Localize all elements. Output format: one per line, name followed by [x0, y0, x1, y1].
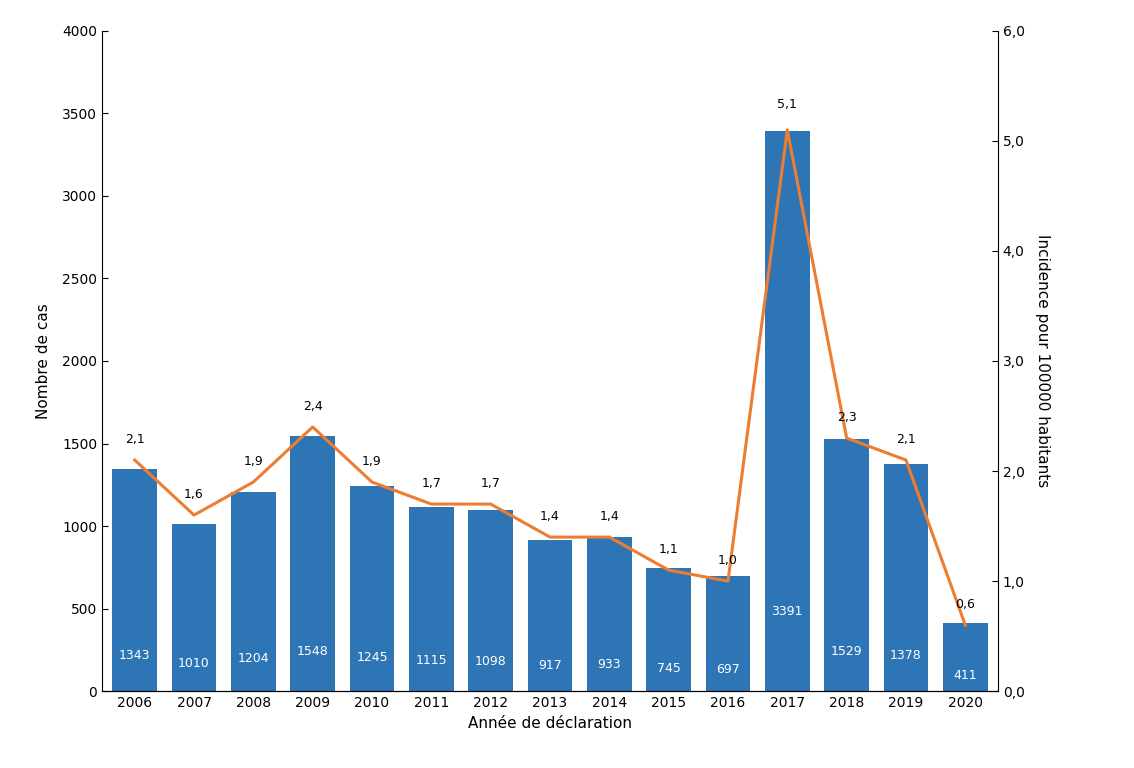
Text: 2,1: 2,1 — [125, 432, 144, 445]
Text: 5,1: 5,1 — [778, 98, 797, 111]
Text: 1115: 1115 — [415, 654, 447, 667]
Text: 1245: 1245 — [356, 651, 388, 664]
Text: 1529: 1529 — [831, 645, 863, 658]
Bar — [290, 435, 335, 691]
Bar — [765, 131, 810, 691]
Bar — [824, 439, 869, 691]
Bar — [646, 568, 691, 691]
Bar — [943, 624, 988, 691]
Text: 917: 917 — [539, 658, 561, 671]
Text: 1,4: 1,4 — [600, 510, 619, 523]
Text: 1,6: 1,6 — [184, 488, 204, 501]
Text: 0,6: 0,6 — [955, 598, 975, 611]
Text: 1,9: 1,9 — [362, 455, 382, 468]
Text: 697: 697 — [716, 664, 739, 677]
Bar — [705, 576, 751, 691]
Text: 1,1: 1,1 — [659, 543, 678, 556]
Bar — [883, 464, 929, 691]
Text: 1,9: 1,9 — [244, 455, 263, 468]
X-axis label: Année de déclaration: Année de déclaration — [468, 716, 632, 730]
Bar — [171, 525, 217, 691]
Bar — [409, 507, 454, 691]
Text: 933: 933 — [598, 658, 621, 671]
Text: 1204: 1204 — [237, 652, 269, 665]
Y-axis label: Incidence pour 100000 habitants: Incidence pour 100000 habitants — [1035, 234, 1050, 488]
Text: 1,4: 1,4 — [540, 510, 560, 523]
Text: 2,1: 2,1 — [896, 432, 916, 445]
Bar — [527, 540, 573, 691]
Text: 411: 411 — [954, 670, 978, 683]
Bar — [587, 537, 632, 691]
Text: 745: 745 — [657, 662, 680, 675]
Text: 1,7: 1,7 — [481, 477, 500, 490]
Text: 2,4: 2,4 — [303, 399, 322, 412]
Text: 1343: 1343 — [119, 650, 151, 662]
Text: 1378: 1378 — [890, 649, 922, 661]
Text: 1098: 1098 — [475, 654, 507, 667]
Bar — [349, 485, 395, 691]
Text: 1548: 1548 — [297, 645, 329, 658]
Bar — [231, 492, 276, 691]
Text: 2,3: 2,3 — [837, 411, 856, 424]
Text: 3391: 3391 — [771, 605, 803, 618]
Text: 1,0: 1,0 — [718, 554, 738, 567]
Bar — [468, 510, 513, 691]
Text: 1010: 1010 — [178, 657, 210, 670]
Bar — [112, 469, 156, 691]
Text: 1,7: 1,7 — [422, 477, 441, 490]
Y-axis label: Nombre de cas: Nombre de cas — [36, 303, 51, 419]
